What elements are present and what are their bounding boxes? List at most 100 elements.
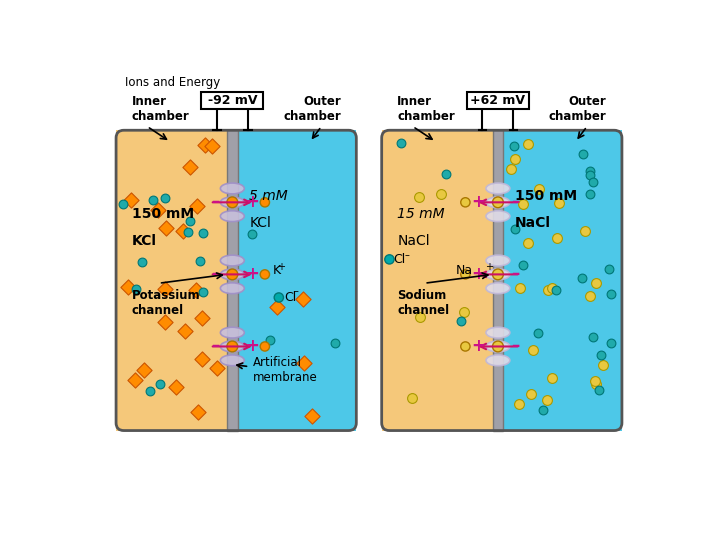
Point [518,199,529,208]
Point [588,178,599,186]
Ellipse shape [220,341,244,352]
Point [154,380,166,388]
Bar [492,130,503,430]
Text: Cl: Cl [284,291,297,304]
Text: –: – [511,338,519,355]
Circle shape [260,198,269,207]
Point [518,260,529,269]
Point [184,163,196,172]
Point [590,379,602,388]
Text: +: + [246,193,259,211]
Point [207,141,218,150]
Text: -92 mV: -92 mV [207,94,257,107]
Point [329,339,341,348]
Point [589,377,600,386]
Text: Ions and Energy: Ions and Energy [125,76,220,89]
Point [441,170,452,178]
Point [598,360,609,369]
Point [554,198,565,207]
Circle shape [384,255,394,264]
Bar [382,130,492,430]
Ellipse shape [220,327,244,338]
Point [138,366,150,374]
Text: Cl: Cl [393,253,405,266]
Point [525,389,536,398]
Point [552,233,563,242]
Text: +: + [246,265,259,284]
Text: +: + [471,265,485,284]
Point [159,318,171,327]
Point [160,224,171,232]
Text: Inner
chamber: Inner chamber [132,94,189,123]
Text: Potassium
channel: Potassium channel [132,289,200,318]
Text: KCl: KCl [249,217,271,231]
Text: Inner
chamber: Inner chamber [397,94,455,123]
Text: +62 mV: +62 mV [470,94,526,107]
Point [306,411,318,420]
Point [130,285,142,293]
Text: Artificial
membrane: Artificial membrane [253,356,318,384]
Ellipse shape [486,327,510,338]
Text: –: – [211,193,219,211]
Point [588,333,599,342]
Point [125,196,137,205]
Ellipse shape [486,355,510,366]
Point [546,374,557,382]
Point [456,316,467,325]
Point [197,288,209,296]
Text: Outer
chamber: Outer chamber [283,94,341,123]
Point [522,139,534,148]
Point [297,294,309,303]
Point [522,238,534,247]
Point [533,329,544,338]
Point [170,383,181,391]
Point [190,286,202,294]
Text: NaCl: NaCl [515,217,551,231]
Text: 5 mM: 5 mM [249,190,288,204]
Point [514,284,526,292]
Circle shape [492,341,503,352]
Circle shape [461,270,470,279]
Circle shape [492,197,503,208]
Point [551,286,562,294]
Point [541,396,552,405]
Point [153,206,164,214]
Point [505,165,517,173]
Point [580,227,591,235]
Text: 150 mM: 150 mM [132,207,194,221]
Point [534,185,545,193]
Ellipse shape [486,283,510,294]
Text: –: – [511,193,519,211]
Point [415,313,426,321]
Circle shape [227,197,238,208]
Text: –: – [294,286,298,296]
Point [585,190,596,199]
Point [129,376,140,384]
Text: +: + [485,262,492,272]
Point [197,228,209,237]
Point [159,193,171,202]
Point [183,227,194,236]
Ellipse shape [220,355,244,366]
Point [197,313,208,322]
Point [576,274,588,283]
Point [509,225,521,234]
Point [199,140,211,149]
Ellipse shape [220,197,244,208]
Bar [116,130,227,430]
Text: +: + [277,262,285,272]
Bar [227,130,238,430]
Point [542,286,554,295]
Point [122,283,134,292]
Circle shape [274,293,284,302]
Text: Sodium
channel: Sodium channel [397,289,449,318]
Ellipse shape [220,269,244,280]
Point [606,339,617,347]
Text: 15 mM: 15 mM [397,207,445,221]
Point [246,230,257,238]
Point [436,190,447,198]
Point [194,256,206,265]
Point [197,355,208,363]
Circle shape [260,342,269,351]
Point [595,350,607,359]
